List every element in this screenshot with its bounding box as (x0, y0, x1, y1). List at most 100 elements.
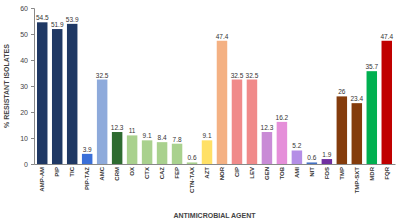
x-tick-label: AZT (204, 167, 210, 179)
data-label: 9.1 (202, 132, 211, 139)
bar (67, 24, 77, 164)
bar (307, 162, 317, 164)
y-axis-line (31, 9, 35, 165)
x-tick-label: CRM (114, 167, 120, 181)
data-label: 32.5 (246, 72, 259, 79)
x-tick-label: CAZ (159, 167, 165, 180)
bar (232, 80, 242, 165)
bar (337, 96, 347, 164)
x-tick: AMP-AM (39, 167, 45, 192)
x-tick: TOB (279, 166, 285, 179)
x-tick: CTN-TAX (189, 167, 195, 193)
data-label: 0.6 (188, 154, 197, 161)
bar (112, 132, 122, 164)
x-tick: PIP (54, 167, 60, 177)
x-tick-label: FQR (384, 166, 390, 179)
x-tick: FEP (174, 167, 180, 179)
y-tick-label: 50 (20, 31, 28, 38)
y-tick-label: 60 (20, 5, 28, 12)
data-label: 26 (338, 88, 346, 95)
bar (187, 162, 197, 164)
x-tick: CIP (234, 167, 240, 177)
y-tick: 0 (24, 161, 34, 168)
x-tick-label: LEV (249, 167, 255, 179)
y-tick: 50 (20, 31, 34, 38)
y-tick-mark (31, 112, 34, 113)
x-tick: PIP-TAZ (84, 167, 90, 190)
x-tick-label: PIP-TAZ (84, 167, 90, 190)
data-label: 0.6 (307, 154, 316, 161)
x-tick-label: TIC (69, 166, 75, 176)
bar (172, 144, 182, 164)
bar (247, 80, 257, 165)
bar (52, 29, 62, 164)
data-label: 8.4 (158, 134, 167, 141)
data-label: 7.8 (173, 136, 182, 143)
x-tick: NOR (219, 166, 225, 180)
data-label: 12.3 (111, 124, 124, 131)
data-label: 23.4 (350, 95, 363, 102)
y-tick-mark (31, 34, 34, 35)
y-tick: 30 (20, 83, 34, 90)
data-label: 54.5 (36, 14, 49, 21)
x-tick-label: TMP (339, 167, 345, 180)
data-label: 32.5 (96, 72, 109, 79)
bar (322, 159, 332, 164)
data-label: 5.2 (292, 142, 301, 149)
bar (127, 135, 137, 164)
bar (277, 122, 287, 164)
data-label: 35.7 (365, 63, 378, 70)
data-label: 16.2 (276, 114, 289, 121)
bar (142, 140, 152, 164)
bars (37, 22, 392, 164)
y-tick: 20 (20, 109, 34, 116)
y-tick: 10 (20, 135, 34, 142)
x-tick: TMP (339, 167, 345, 180)
x-tick: CRM (114, 167, 120, 181)
data-label: 51.9 (51, 21, 64, 28)
x-axis-title: ANTIMICROBIAL AGENT (173, 212, 256, 219)
bar (202, 140, 212, 164)
bar (82, 154, 92, 164)
data-label: 47.4 (216, 33, 229, 40)
x-tick-label: TOB (279, 166, 285, 179)
x-tick: GEN (264, 167, 270, 180)
y-tick-mark (31, 60, 34, 61)
chart: 54.551.953.93.932.512.3119.18.47.80.69.1… (0, 0, 401, 222)
x-axis: AMP-AMPIPTICPIP-TAZAMCCRMOXCTXCAZFEPCTN-… (35, 165, 396, 194)
x-tick: OX (129, 167, 135, 176)
x-tick-label: MDR (369, 166, 375, 180)
data-label: 1.9 (322, 151, 331, 158)
y-tick-mark (31, 8, 34, 9)
x-tick: NIT (309, 167, 315, 177)
plot: 54.551.953.93.932.512.3119.18.47.80.69.1… (20, 5, 395, 194)
y-tick-mark (31, 86, 34, 87)
y-tick-label: 10 (20, 135, 28, 142)
x-tick-label: CTN-TAX (189, 167, 195, 193)
y-tick-label: 30 (20, 83, 28, 90)
data-label: 32.5 (231, 72, 244, 79)
y-tick-mark (31, 164, 34, 165)
x-tick-label: OX (129, 167, 135, 176)
data-label: 47.4 (380, 33, 393, 40)
x-tick-label: NIT (309, 167, 315, 177)
bar (97, 80, 107, 165)
x-tick: FQR (384, 166, 390, 179)
x-tick-label: AMI (294, 167, 300, 178)
x-tick-label: AMP-AM (39, 167, 45, 192)
data-label: 53.9 (66, 16, 79, 23)
x-tick-label: FOS (324, 167, 330, 179)
bar (382, 41, 392, 164)
bar (367, 71, 377, 164)
data-labels: 54.551.953.93.932.512.3119.18.47.80.69.1… (36, 14, 394, 161)
bar (157, 142, 167, 164)
x-tick-label: CIP (234, 167, 240, 177)
x-tick-label: PIP (54, 167, 60, 177)
y-tick-mark (31, 138, 34, 139)
x-tick-label: NOR (219, 166, 225, 180)
data-label: 3.9 (83, 146, 92, 153)
x-tick: TMP-SXT (354, 167, 360, 194)
x-tick-label: CTX (144, 167, 150, 179)
data-label: 9.1 (143, 132, 152, 139)
x-tick-label: GEN (264, 167, 270, 180)
